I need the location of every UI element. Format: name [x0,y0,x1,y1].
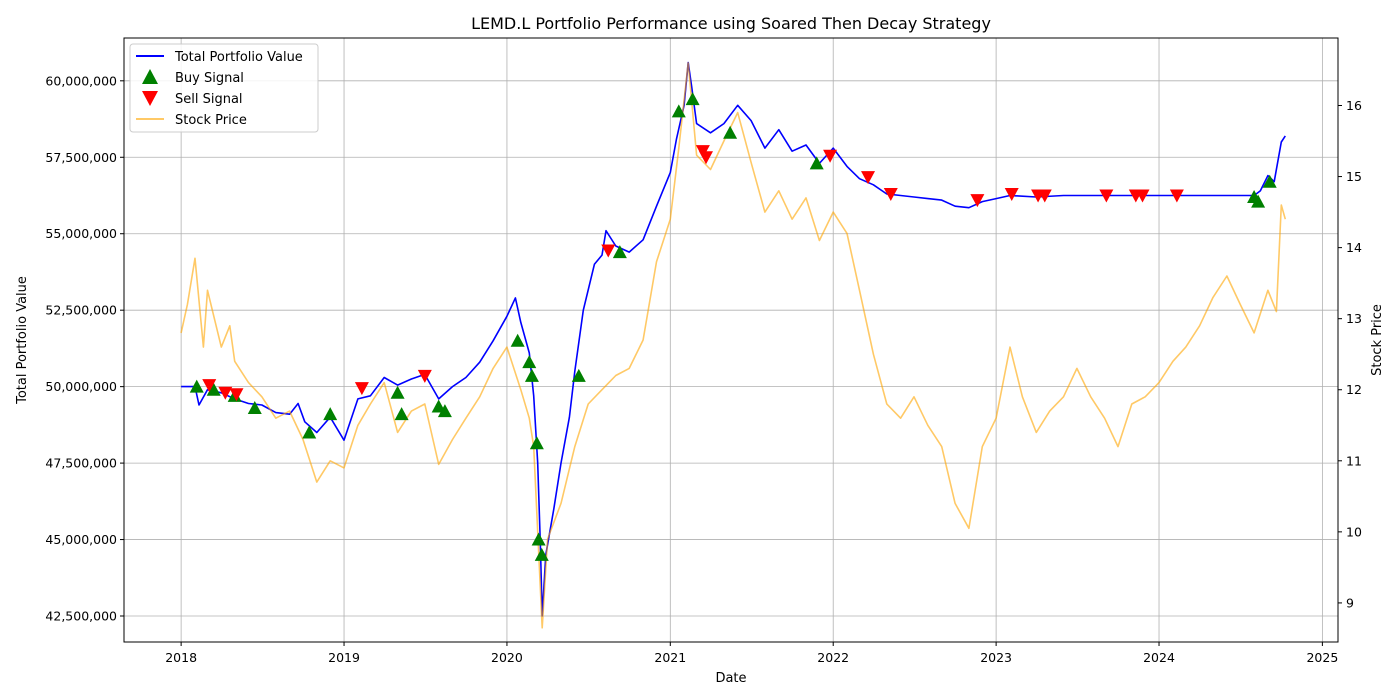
legend: Total Portfolio Value Buy Signal Sell Si… [129,43,319,133]
legend-box [129,43,319,133]
sell-signal-marker [1037,189,1052,203]
buy-signal-marker [612,245,627,259]
x-tick-label: 2021 [654,650,686,665]
stock-price-line [180,62,1287,629]
y2-tick-label: 11 [1346,453,1362,468]
y2-tick-label: 13 [1346,311,1362,326]
buy-signal-marker [323,407,338,421]
plot-frame [123,37,1339,643]
x-tick-label: 2022 [817,650,849,665]
sell-signal-marker [823,149,838,163]
y2-tick-label: 10 [1346,524,1362,539]
sell-signal-marker [354,382,369,396]
buy-signal-marker [302,425,317,439]
y2-axis-title: Stock Price [1370,304,1385,376]
series-layer [180,61,1287,629]
sell-signal-marker [1169,189,1184,203]
sell-signal-marker [883,187,898,201]
sell-signal-marker [970,194,985,208]
y2-tick-label: 12 [1346,382,1362,397]
chart-title: LEMD.L Portfolio Performance using Soare… [471,14,991,33]
x-tick-label: 2020 [491,650,523,665]
portfolio-value-line [181,61,1286,617]
buy-signal-marker [437,404,452,418]
buy-signal-marker [534,547,549,561]
buy-signal-marker [571,368,586,382]
legend-swatch-sell [142,91,158,106]
buy-signal-marker [1262,174,1277,188]
buy-signal-marker [522,355,537,369]
sell-signal-marker [601,244,616,258]
x-tick-label: 2025 [1306,650,1338,665]
legend-label-price: Stock Price [175,113,247,128]
buy-signal-marker [531,532,546,546]
y-tick-label: 50,000,000 [45,379,117,394]
y2-tick-label: 16 [1346,98,1362,113]
grid [124,38,1338,642]
sell-signal-marker [699,151,714,165]
sell-signal-marker [861,171,876,185]
buy-signal-marker [529,436,544,450]
buy-signal-marker [723,125,738,139]
y-axis-right: 9 10 11 12 13 14 15 16 [1338,98,1362,610]
sell-signal-marker [202,379,217,393]
sell-signal-marker [417,369,432,383]
x-axis: 2018 2019 2020 2021 2022 2023 2024 2025 [165,642,1338,665]
y-axis-left: 42,500,000 45,000,000 47,500,000 50,000,000… [45,73,124,624]
y2-tick-label: 15 [1346,169,1362,184]
buy-signal-marker [189,379,204,393]
y2-tick-label: 9 [1346,595,1354,610]
y-tick-label: 60,000,000 [45,73,117,88]
x-axis-title: Date [715,671,746,686]
y-tick-label: 45,000,000 [45,532,117,547]
x-tick-label: 2018 [165,650,197,665]
y-tick-label: 57,500,000 [45,150,117,165]
y2-tick-label: 14 [1346,240,1362,255]
buy-signal-marker [671,104,686,118]
sell-signal-marker [1099,189,1114,203]
buy-signal-marker [510,333,525,347]
legend-label-portfolio: Total Portfolio Value [174,50,303,65]
sell-signal-marker [218,386,233,400]
x-tick-label: 2023 [980,650,1012,665]
buy-signal-marker [524,368,539,382]
y-tick-label: 42,500,000 [45,609,117,624]
sell-signal-marker [229,388,244,402]
legend-swatch-buy [142,69,158,84]
legend-label-sell: Sell Signal [175,92,243,107]
buy-signal-marker [394,407,409,421]
x-tick-label: 2019 [328,650,360,665]
buy-signal-marker [1251,194,1266,208]
buy-signal-marker [206,382,221,396]
signal-markers [189,92,1277,561]
buy-signal-marker [390,385,405,399]
buy-signal-marker [685,92,700,106]
buy-signal-marker [809,156,824,170]
buy-signal-marker [247,401,262,415]
x-tick-label: 2024 [1143,650,1175,665]
y-tick-label: 55,000,000 [45,226,117,241]
y-tick-label: 47,500,000 [45,456,117,471]
y-tick-label: 52,500,000 [45,303,117,318]
sell-signal-marker [1004,187,1019,201]
sell-signal-marker [1135,189,1150,203]
y-axis-title: Total Portfolio Value [15,276,30,405]
legend-label-buy: Buy Signal [175,71,244,86]
